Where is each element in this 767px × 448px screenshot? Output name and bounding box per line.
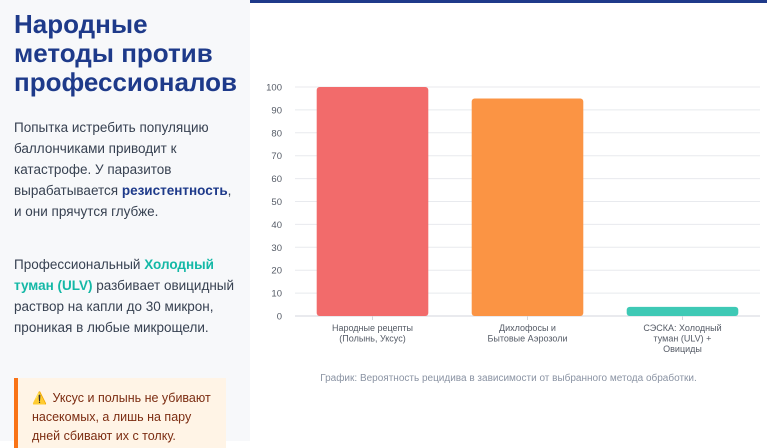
x-tick-label: Дихлофосы и Бытовые Аэрозоли — [488, 323, 568, 344]
x-tick-label: СЭСКА: Холодный туман (ULV) + Овициды — [643, 323, 721, 354]
page-title: Народные методы против профессионалов — [14, 9, 237, 97]
bar — [626, 306, 739, 316]
resistance-highlight: резистентность — [121, 183, 228, 198]
y-tick-label: 50 — [271, 197, 282, 208]
y-tick-label: 30 — [271, 243, 282, 254]
warning-icon: ⚠️ — [32, 391, 47, 405]
ulv-paragraph: Профессиональный Холодный туман (ULV) ра… — [14, 254, 236, 338]
resistance-text-before: Попытка истребить популяцию баллончиками… — [14, 120, 209, 198]
warning-callout: ⚠️ Уксус и полынь не убивают насекомых, … — [14, 378, 226, 448]
y-tick-label: 100 — [266, 83, 282, 94]
ulv-text-after: разбивает овицидный раствор на капли до … — [14, 278, 235, 335]
resistance-paragraph: Попытка истребить популяцию баллончиками… — [14, 117, 236, 222]
recurrence-chart: 0 10 20 30 40 50 60 70 80 90 100 Народные рецепты (П… — [266, 83, 760, 354]
chart-caption: График: Вероятность рецидива в зависимос… — [320, 373, 697, 384]
ulv-highlight: Холодный туман (ULV) — [14, 257, 214, 293]
x-tick-label: Народные рецепты (Полынь, Уксус) — [332, 323, 413, 344]
chart-panel: 0 10 20 30 40 50 60 70 80 90 100 Народные рецепты (П… — [250, 0, 767, 441]
y-tick-label: 40 — [271, 220, 282, 231]
info-panel: Народные методы против профессионалов По… — [0, 0, 250, 448]
y-tick-label: 80 — [271, 128, 282, 139]
y-tick-label: 90 — [271, 105, 282, 116]
y-tick-label: 70 — [271, 151, 282, 162]
resistance-text-after: , и они прячутся глубже. — [14, 183, 232, 219]
y-tick-label: 0 — [277, 312, 282, 323]
bar — [316, 87, 429, 316]
top-border — [0, 0, 767, 3]
y-tick-label: 20 — [271, 266, 282, 277]
ulv-text-before: Профессиональный — [14, 257, 145, 272]
y-tick-label: 60 — [271, 174, 282, 185]
warning-text: Уксус и полынь не убивают насекомых, а л… — [32, 391, 211, 443]
bar — [471, 98, 584, 316]
y-tick-label: 10 — [271, 289, 282, 300]
